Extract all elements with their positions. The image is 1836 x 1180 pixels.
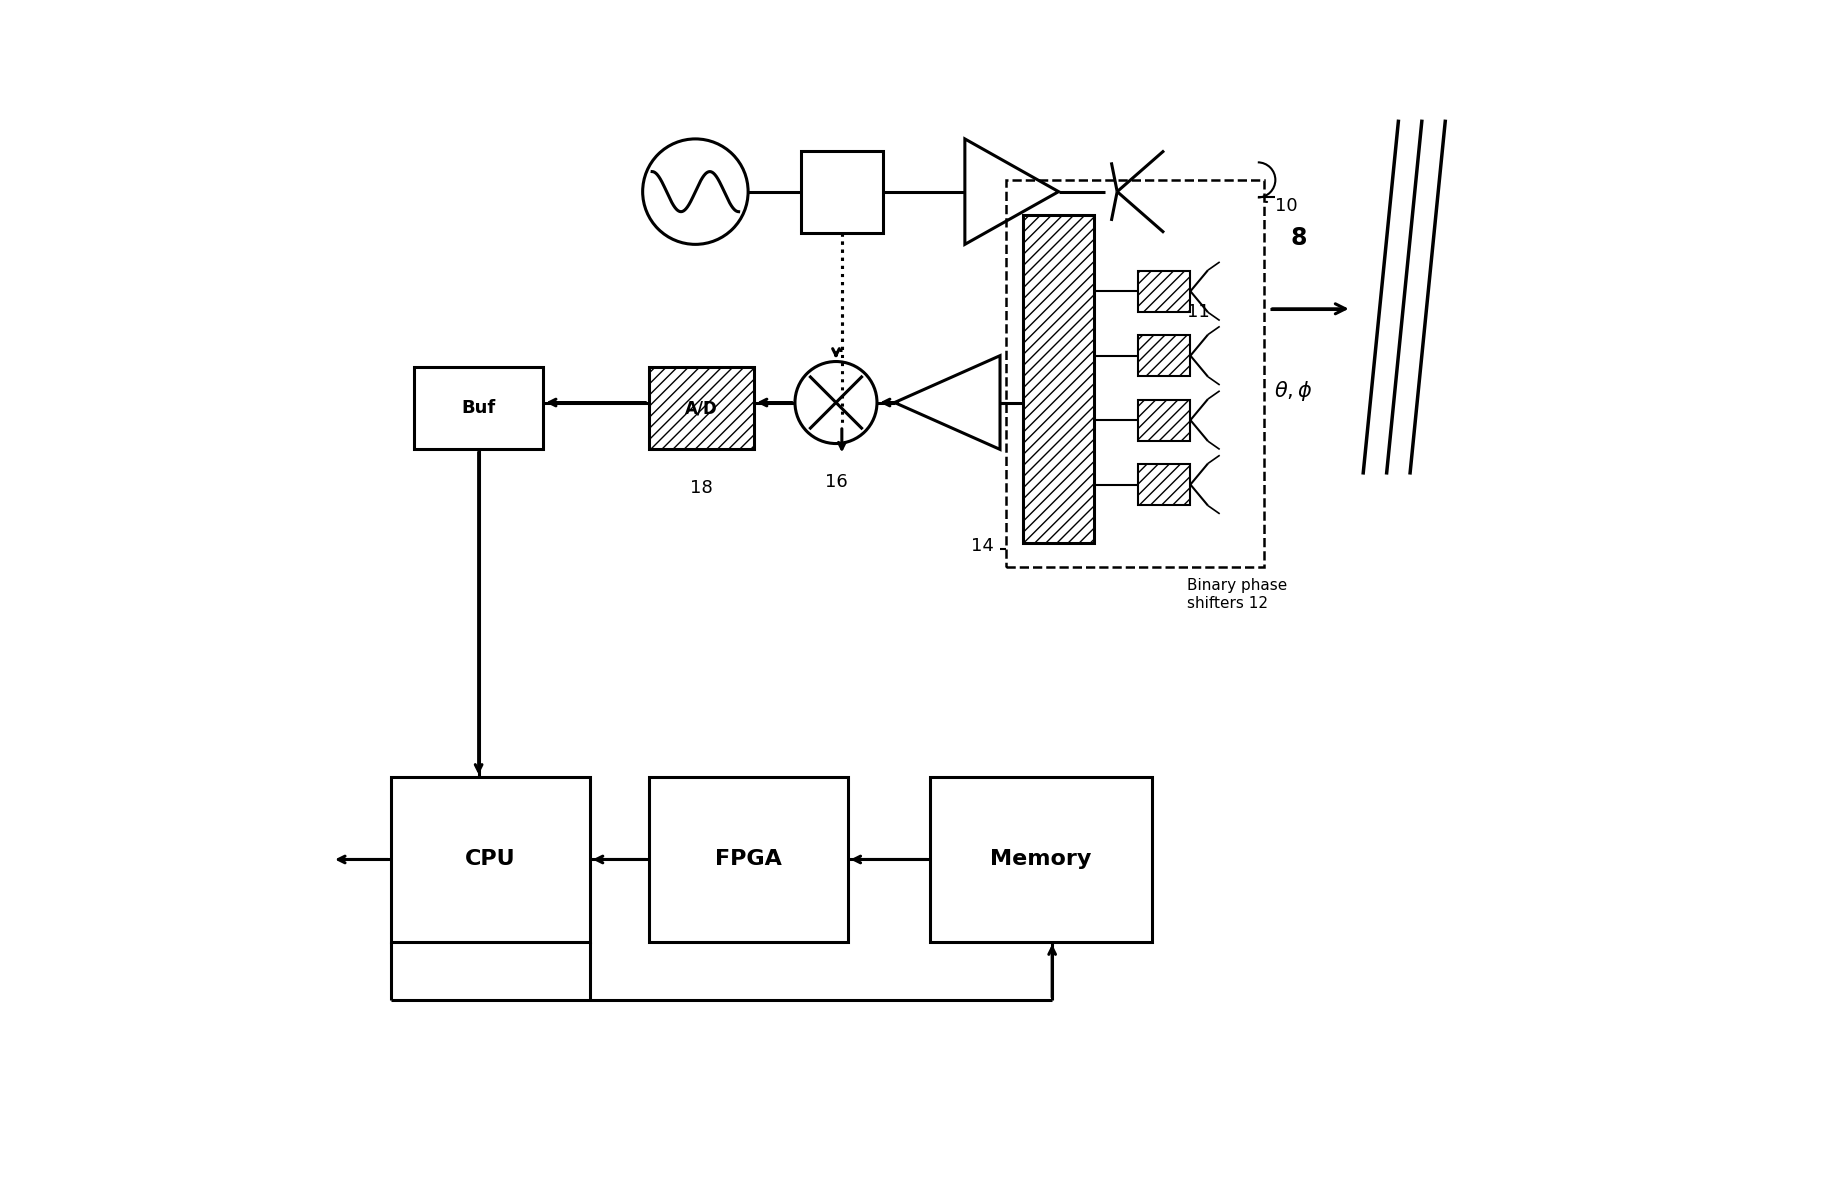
Text: 8: 8 (1291, 227, 1307, 250)
Bar (415, 367, 543, 450)
Text: 14: 14 (971, 537, 993, 555)
Text: Binary phase
shifters 12: Binary phase shifters 12 (1188, 578, 1287, 611)
Bar (1138, 335, 1190, 376)
Bar (929, 778, 1153, 942)
Text: 10: 10 (1276, 197, 1298, 216)
Text: 18: 18 (690, 479, 712, 497)
Text: FPGA: FPGA (714, 850, 782, 870)
Text: A/D: A/D (685, 399, 718, 418)
Bar (800, 151, 883, 232)
Bar (1138, 270, 1190, 312)
Bar (1138, 400, 1190, 440)
Text: $\theta, \phi$: $\theta, \phi$ (1274, 379, 1313, 402)
Bar (1138, 464, 1190, 505)
Text: 11: 11 (1188, 303, 1210, 321)
Bar (1023, 215, 1094, 543)
Text: CPU: CPU (465, 850, 516, 870)
Bar (648, 778, 848, 942)
Text: Buf: Buf (461, 399, 496, 418)
Bar (1006, 179, 1263, 566)
Text: 16: 16 (824, 473, 848, 491)
Text: Memory: Memory (990, 850, 1092, 870)
Bar (648, 367, 755, 450)
Bar (391, 778, 589, 942)
